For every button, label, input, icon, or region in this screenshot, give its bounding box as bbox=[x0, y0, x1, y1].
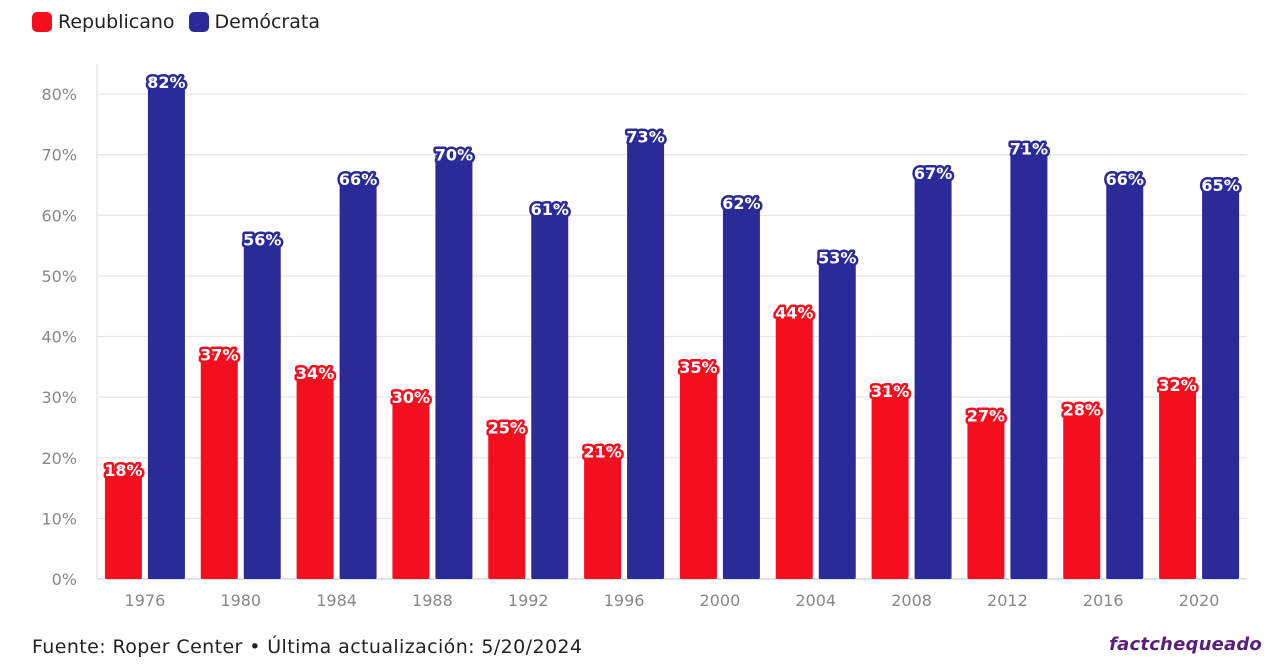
legend-item-democrata[interactable]: Demócrata bbox=[188, 11, 320, 33]
bar-democrata-2020 bbox=[1202, 184, 1240, 579]
y-tick-label: 40% bbox=[41, 328, 77, 347]
bar-democrata-1980 bbox=[243, 239, 281, 579]
bar-republicano-1976 bbox=[104, 469, 142, 579]
x-tick-label: 1984 bbox=[316, 591, 357, 610]
data-label-democrata-2000: 62% bbox=[722, 194, 760, 213]
grid-layer bbox=[96, 64, 1247, 580]
y-tick-label: 10% bbox=[41, 509, 77, 528]
axis-ticks-layer: 0% 10% 20% 30% 40% 50% 60% 70% 80% 1976 1980 1984 19… bbox=[41, 85, 1219, 610]
data-label-democrata-1980: 56% bbox=[243, 231, 281, 250]
bar-democrata-2016 bbox=[1106, 178, 1144, 579]
bar-democrata-2012 bbox=[1010, 148, 1048, 579]
x-tick-label: 1976 bbox=[125, 591, 166, 610]
x-tick-label: 2016 bbox=[1083, 591, 1124, 610]
data-label-republicano-1996: 21% bbox=[583, 443, 621, 462]
x-tick-label: 1980 bbox=[220, 591, 261, 610]
bars-layer bbox=[104, 81, 1240, 579]
data-label-democrata-2004: 53% bbox=[818, 249, 856, 268]
legend: Republicano Demócrata bbox=[32, 11, 320, 33]
bar-republicano-2012 bbox=[967, 415, 1005, 579]
bar-democrata-2008 bbox=[914, 172, 952, 579]
bar-republicano-1980 bbox=[200, 354, 238, 579]
y-tick-label: 70% bbox=[41, 146, 77, 165]
y-tick-label: 80% bbox=[41, 85, 77, 104]
x-tick-label: 2020 bbox=[1179, 591, 1220, 610]
data-label-democrata-2020: 65% bbox=[1201, 176, 1239, 195]
legend-swatch-democrata bbox=[188, 12, 209, 32]
bar-republicano-1992 bbox=[488, 427, 526, 579]
data-label-republicano-1988: 30% bbox=[392, 388, 430, 407]
x-tick-label: 2004 bbox=[795, 591, 836, 610]
bar-republicano-2004 bbox=[775, 312, 813, 579]
bar-republicano-2020 bbox=[1159, 385, 1197, 579]
data-label-republicano-2008: 31% bbox=[871, 382, 909, 401]
bar-democrata-1996 bbox=[627, 136, 665, 579]
bar-republicano-2008 bbox=[871, 391, 909, 579]
x-tick-label: 2008 bbox=[891, 591, 932, 610]
x-tick-label: 1992 bbox=[508, 591, 549, 610]
data-label-republicano-2016: 28% bbox=[1063, 400, 1101, 419]
x-tick-label: 1988 bbox=[412, 591, 453, 610]
bar-republicano-1996 bbox=[584, 451, 622, 579]
data-labels-layer: 18% 82% 37% 56% 34% 66% 30% 70% 25% 61% 21% 73% 35% 6… bbox=[102, 70, 1242, 482]
legend-item-republicano[interactable]: Republicano bbox=[32, 11, 175, 33]
y-tick-label: 20% bbox=[41, 449, 77, 468]
data-label-democrata-1996: 73% bbox=[626, 127, 664, 146]
bar-democrata-2000 bbox=[722, 203, 760, 579]
legend-label-republicano: Republicano bbox=[58, 11, 175, 33]
y-tick-label: 60% bbox=[41, 206, 77, 225]
y-tick-label: 0% bbox=[52, 570, 77, 589]
bar-democrata-2004 bbox=[818, 257, 856, 579]
y-tick-label: 50% bbox=[41, 267, 77, 286]
bar-republicano-1984 bbox=[296, 372, 334, 579]
data-label-democrata-1984: 66% bbox=[339, 170, 377, 189]
source-note: Fuente: Roper Center • Última actualizac… bbox=[32, 636, 583, 658]
data-label-democrata-2016: 66% bbox=[1106, 170, 1144, 189]
y-tick-label: 30% bbox=[41, 388, 77, 407]
bar-democrata-1984 bbox=[339, 178, 377, 579]
bar-republicano-2016 bbox=[1063, 409, 1101, 579]
legend-label-democrata: Demócrata bbox=[214, 11, 320, 33]
bar-democrata-1992 bbox=[531, 209, 569, 579]
legend-swatch-republicano bbox=[32, 12, 52, 32]
bar-democrata-1988 bbox=[435, 154, 473, 579]
data-label-democrata-2008: 67% bbox=[914, 164, 952, 183]
data-label-democrata-1992: 61% bbox=[531, 200, 569, 219]
data-label-republicano-1984: 34% bbox=[296, 364, 334, 383]
x-tick-label: 2000 bbox=[700, 591, 741, 610]
data-label-democrata-1976: 82% bbox=[147, 73, 185, 92]
bar-republicano-1988 bbox=[392, 397, 430, 579]
x-tick-label: 2012 bbox=[987, 591, 1028, 610]
data-label-republicano-2020: 32% bbox=[1158, 376, 1196, 395]
data-label-republicano-2012: 27% bbox=[967, 406, 1005, 425]
data-label-republicano-2004: 44% bbox=[775, 303, 813, 322]
data-label-republicano-2000: 35% bbox=[679, 358, 717, 377]
data-label-democrata-1988: 70% bbox=[435, 146, 473, 165]
data-label-republicano-1980: 37% bbox=[200, 346, 238, 365]
data-label-democrata-2012: 71% bbox=[1010, 140, 1048, 159]
brand-logo: factchequeado bbox=[1109, 634, 1262, 655]
data-label-republicano-1992: 25% bbox=[488, 418, 526, 437]
data-label-republicano-1976: 18% bbox=[104, 461, 142, 480]
bar-democrata-1976 bbox=[147, 81, 185, 579]
bar-republicano-2000 bbox=[679, 366, 717, 579]
x-tick-label: 1996 bbox=[604, 591, 645, 610]
